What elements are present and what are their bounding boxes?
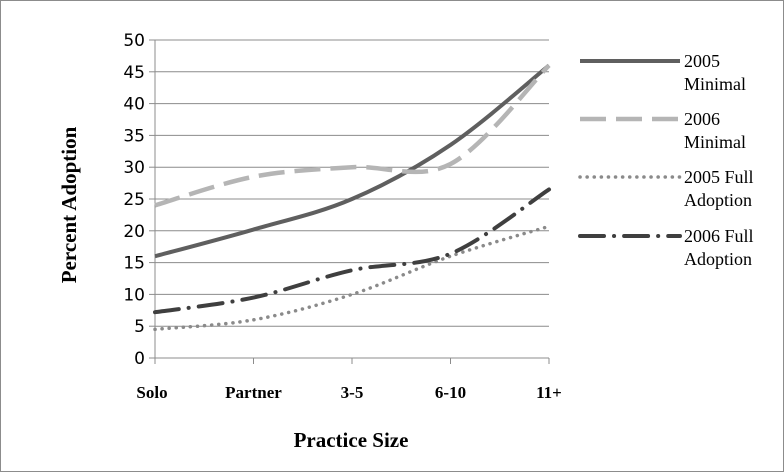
x-tick-label: Partner: [225, 383, 282, 402]
y-tick-label: 35: [123, 126, 145, 146]
y-tick-label: 50: [123, 31, 145, 51]
axes: [149, 39, 550, 364]
series-line-4: [153, 187, 551, 315]
y-tick-label: 30: [123, 158, 145, 178]
legend-label: Adoption: [684, 249, 752, 269]
x-tick-label: 11+: [536, 383, 562, 402]
legend-label: Minimal: [684, 74, 746, 94]
legend: 2005 Minimal 2006 Minimal 2005 Full Adoption 2…: [578, 51, 754, 269]
y-tick-label: 20: [123, 222, 145, 242]
y-tick-label: 15: [123, 254, 145, 274]
y-tick-label: 40: [123, 95, 145, 115]
y-tick-label: 5: [134, 317, 145, 337]
series-line-2: [154, 63, 551, 208]
legend-label: Adoption: [684, 190, 752, 210]
y-axis-title: Percent Adoption: [57, 126, 81, 283]
x-tick-label: 6-10: [435, 383, 466, 402]
series-lines: [153, 63, 551, 332]
x-tick-label: Solo: [136, 383, 167, 402]
legend-label: 2006 Full: [684, 226, 754, 246]
gridlines: [155, 39, 549, 327]
y-tick-label: 45: [123, 63, 145, 83]
legend-label: 2006: [684, 109, 720, 129]
x-tick-labels: Solo Partner 3-5 6-10 11+: [136, 383, 561, 402]
y-tick-label: 0: [134, 349, 145, 369]
y-tick-labels: 0 5 10 15 20 25 30 35 40 45 50: [123, 31, 145, 369]
legend-label: 2005 Full: [684, 167, 754, 187]
legend-label: 2005: [684, 51, 720, 71]
legend-label: Minimal: [684, 132, 746, 152]
x-axis-title: Practice Size: [294, 428, 409, 452]
y-tick-label: 10: [123, 285, 145, 305]
y-tick-label: 25: [123, 190, 145, 210]
series-line-1: [154, 63, 551, 259]
x-tick-label: 3-5: [341, 383, 364, 402]
series-line-3: [153, 224, 551, 332]
